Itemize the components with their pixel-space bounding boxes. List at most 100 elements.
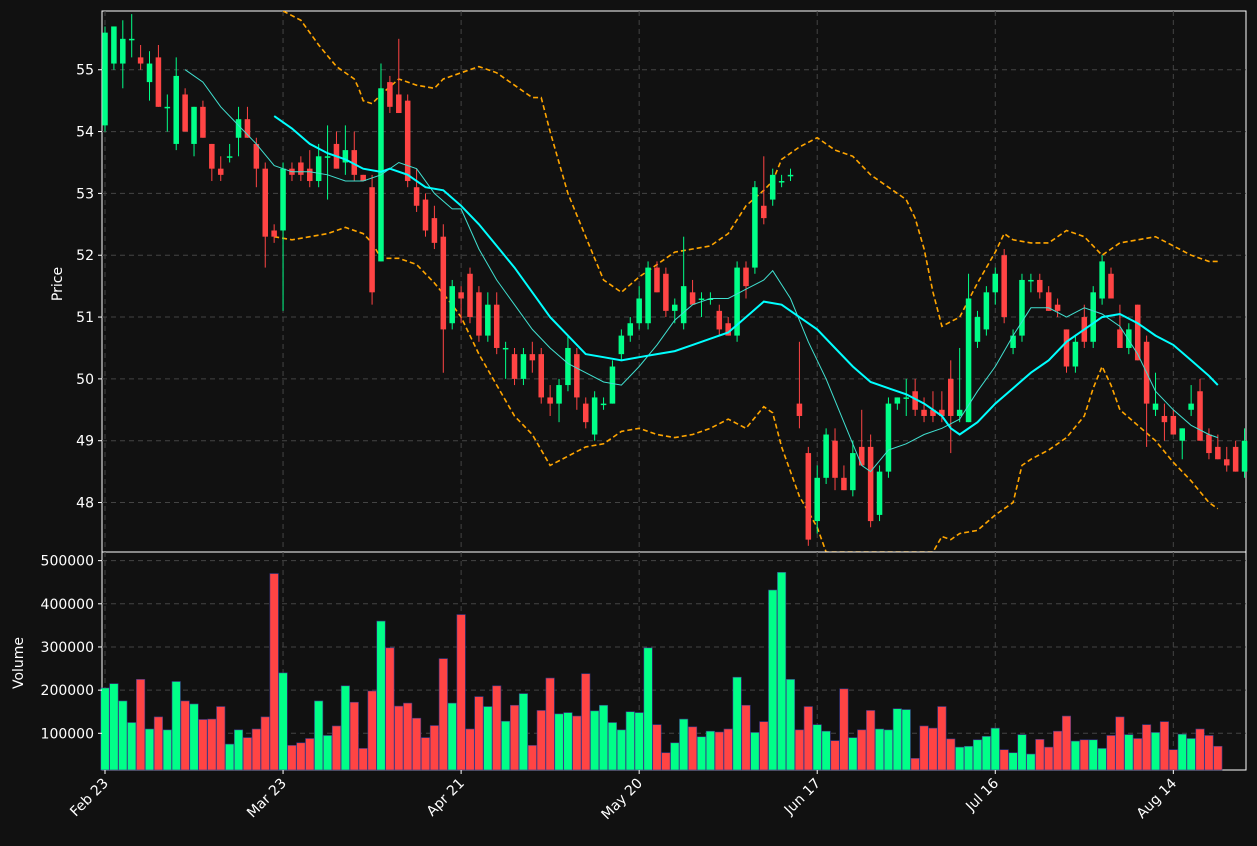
candle-body [476,292,482,336]
volume-bar [527,745,537,771]
volume-bar [901,709,911,771]
volume-bar [1124,734,1134,771]
candle-body [1117,329,1123,348]
candle-body [1054,304,1061,311]
candle-body [200,106,206,138]
candle-body [743,267,749,287]
candle-body [209,143,215,169]
candle-body [698,298,705,301]
candle-body [1010,335,1016,348]
volume-bar [1008,752,1018,771]
candle-body [173,75,179,144]
volume-bar [1106,735,1116,771]
volume-bar [429,725,439,771]
candle-body [903,397,910,399]
candle-body [502,347,509,350]
volume-bar [1133,738,1143,771]
candle-body [734,267,740,336]
volume-bar [643,647,653,771]
candle-body [1019,279,1025,336]
volume-bar [981,736,991,771]
volume-bar [296,742,306,771]
long-moving-average-line [273,115,1219,436]
volume-bar [225,743,235,771]
volume-bar [305,738,315,771]
volume-bar [581,673,591,771]
candle-body [672,304,678,311]
candle-body [262,168,269,237]
volume-bar [857,729,867,771]
candle-body [155,57,162,107]
candle-body [591,397,598,435]
volume-bar [136,679,146,771]
candle-body [164,106,171,109]
candle-body [1223,459,1230,466]
volume-bar [1097,748,1107,771]
volume-bar [1044,746,1054,771]
candle-body [1072,341,1079,367]
volume-bar [705,730,715,771]
volume-bar [714,731,724,771]
volume-tick-label: 500000 [41,554,94,570]
candle-body [1028,279,1034,282]
candle-body [841,477,847,491]
volume-bar [216,706,226,771]
candle-body [1232,446,1239,472]
candle-body [983,292,990,330]
candle-body [1134,304,1141,361]
volume-bar [1053,730,1063,771]
candle-body [1099,261,1105,299]
volume-bar [661,752,671,771]
volume-bar [323,735,333,771]
volume-bar [830,740,840,771]
volume-axis-label: Volume [11,637,27,689]
volume-bar [741,704,751,771]
volume-bar [242,737,252,771]
price-tick-label: 51 [76,310,94,326]
candle-body [823,434,829,478]
candle-body [298,162,304,175]
volume-bar [474,696,484,771]
volume-bar [314,700,324,771]
candle-body [422,199,429,231]
volume-bar [385,647,395,771]
candle-body [645,267,651,324]
volume-bar [1177,733,1187,771]
candle-body [253,143,260,169]
candle-body [858,446,865,466]
volume-bar [999,749,1009,771]
candle-body [582,403,589,423]
candle-body [244,119,251,138]
volume-bar [732,676,742,771]
candle-body [921,409,927,416]
volume-bar [376,620,386,771]
volume-bar [1195,728,1205,771]
volume-bar [812,724,822,771]
volume-bar [572,715,582,771]
volume-bar [723,728,733,771]
price-tick-label: 49 [76,434,94,450]
candle-body [1188,403,1194,410]
volume-bar [1150,732,1161,771]
candle-body [1063,329,1070,367]
candle-body [565,347,571,386]
volume-tick-label: 300000 [41,640,94,656]
volume-bar [554,713,564,771]
candle-body [618,335,625,355]
candle-body [956,409,963,416]
volume-bar [438,658,448,771]
volume-bar [590,710,600,771]
candle-body [992,273,999,293]
candle-body [467,273,473,318]
candle-body [1108,273,1114,299]
candle-body [1206,434,1212,454]
volume-bar [492,685,502,771]
candle-body [1001,255,1007,318]
volume-bar [563,712,573,771]
volume-bar [545,677,555,771]
volume-bar [518,693,528,771]
volume-bar [670,742,680,771]
candle-body [680,286,687,324]
candle-body [939,409,945,416]
volume-bar [536,710,546,771]
